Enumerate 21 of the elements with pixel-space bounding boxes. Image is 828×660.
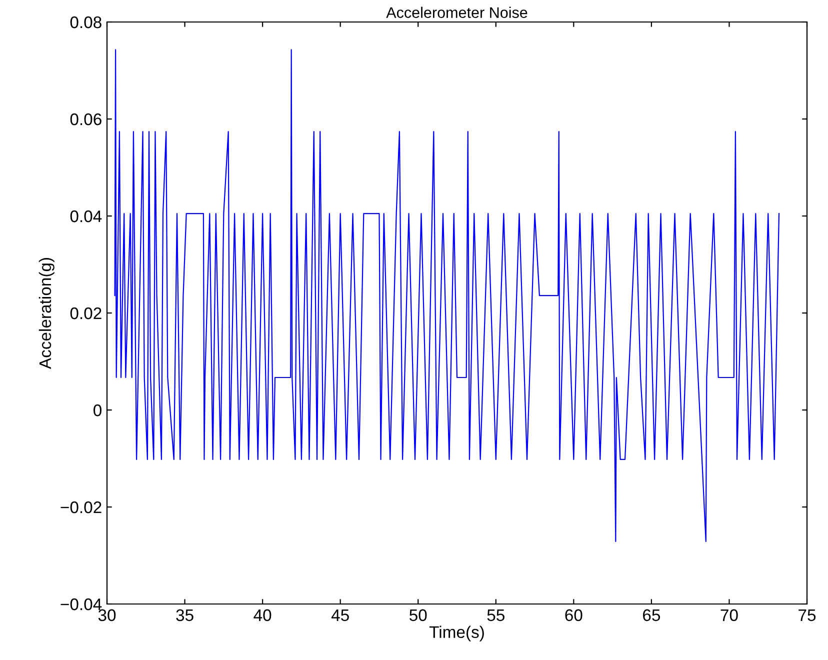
x-tick-label: 35 (176, 609, 194, 622)
y-tick-label: 0.06 (70, 113, 102, 126)
y-tick-label: −0.04 (60, 598, 102, 610)
y-tick-label: 0.04 (70, 210, 102, 222)
x-tick-label: 45 (331, 609, 349, 622)
x-axis-title: Time(s) (429, 626, 484, 642)
x-tick-label: 50 (410, 609, 427, 622)
x-tick-label: 30 (98, 609, 116, 622)
x-tick-label: 55 (487, 609, 504, 622)
y-tick-label: 0.02 (70, 307, 102, 320)
y-axis-title: Acceleration(g) (38, 258, 54, 370)
x-tick-label: 40 (254, 609, 272, 622)
x-tick-label: 65 (643, 609, 660, 622)
y-tick-label: −0.02 (60, 501, 102, 514)
y-tick-label: 0 (94, 404, 102, 416)
x-tick-label: 60 (565, 609, 582, 622)
x-tick-label: 75 (798, 609, 816, 622)
chart-title: Accelerometer Noise (386, 6, 528, 18)
y-tick-label: 0.08 (70, 16, 102, 28)
line-series (114, 49, 780, 542)
x-tick-label: 70 (720, 609, 738, 622)
